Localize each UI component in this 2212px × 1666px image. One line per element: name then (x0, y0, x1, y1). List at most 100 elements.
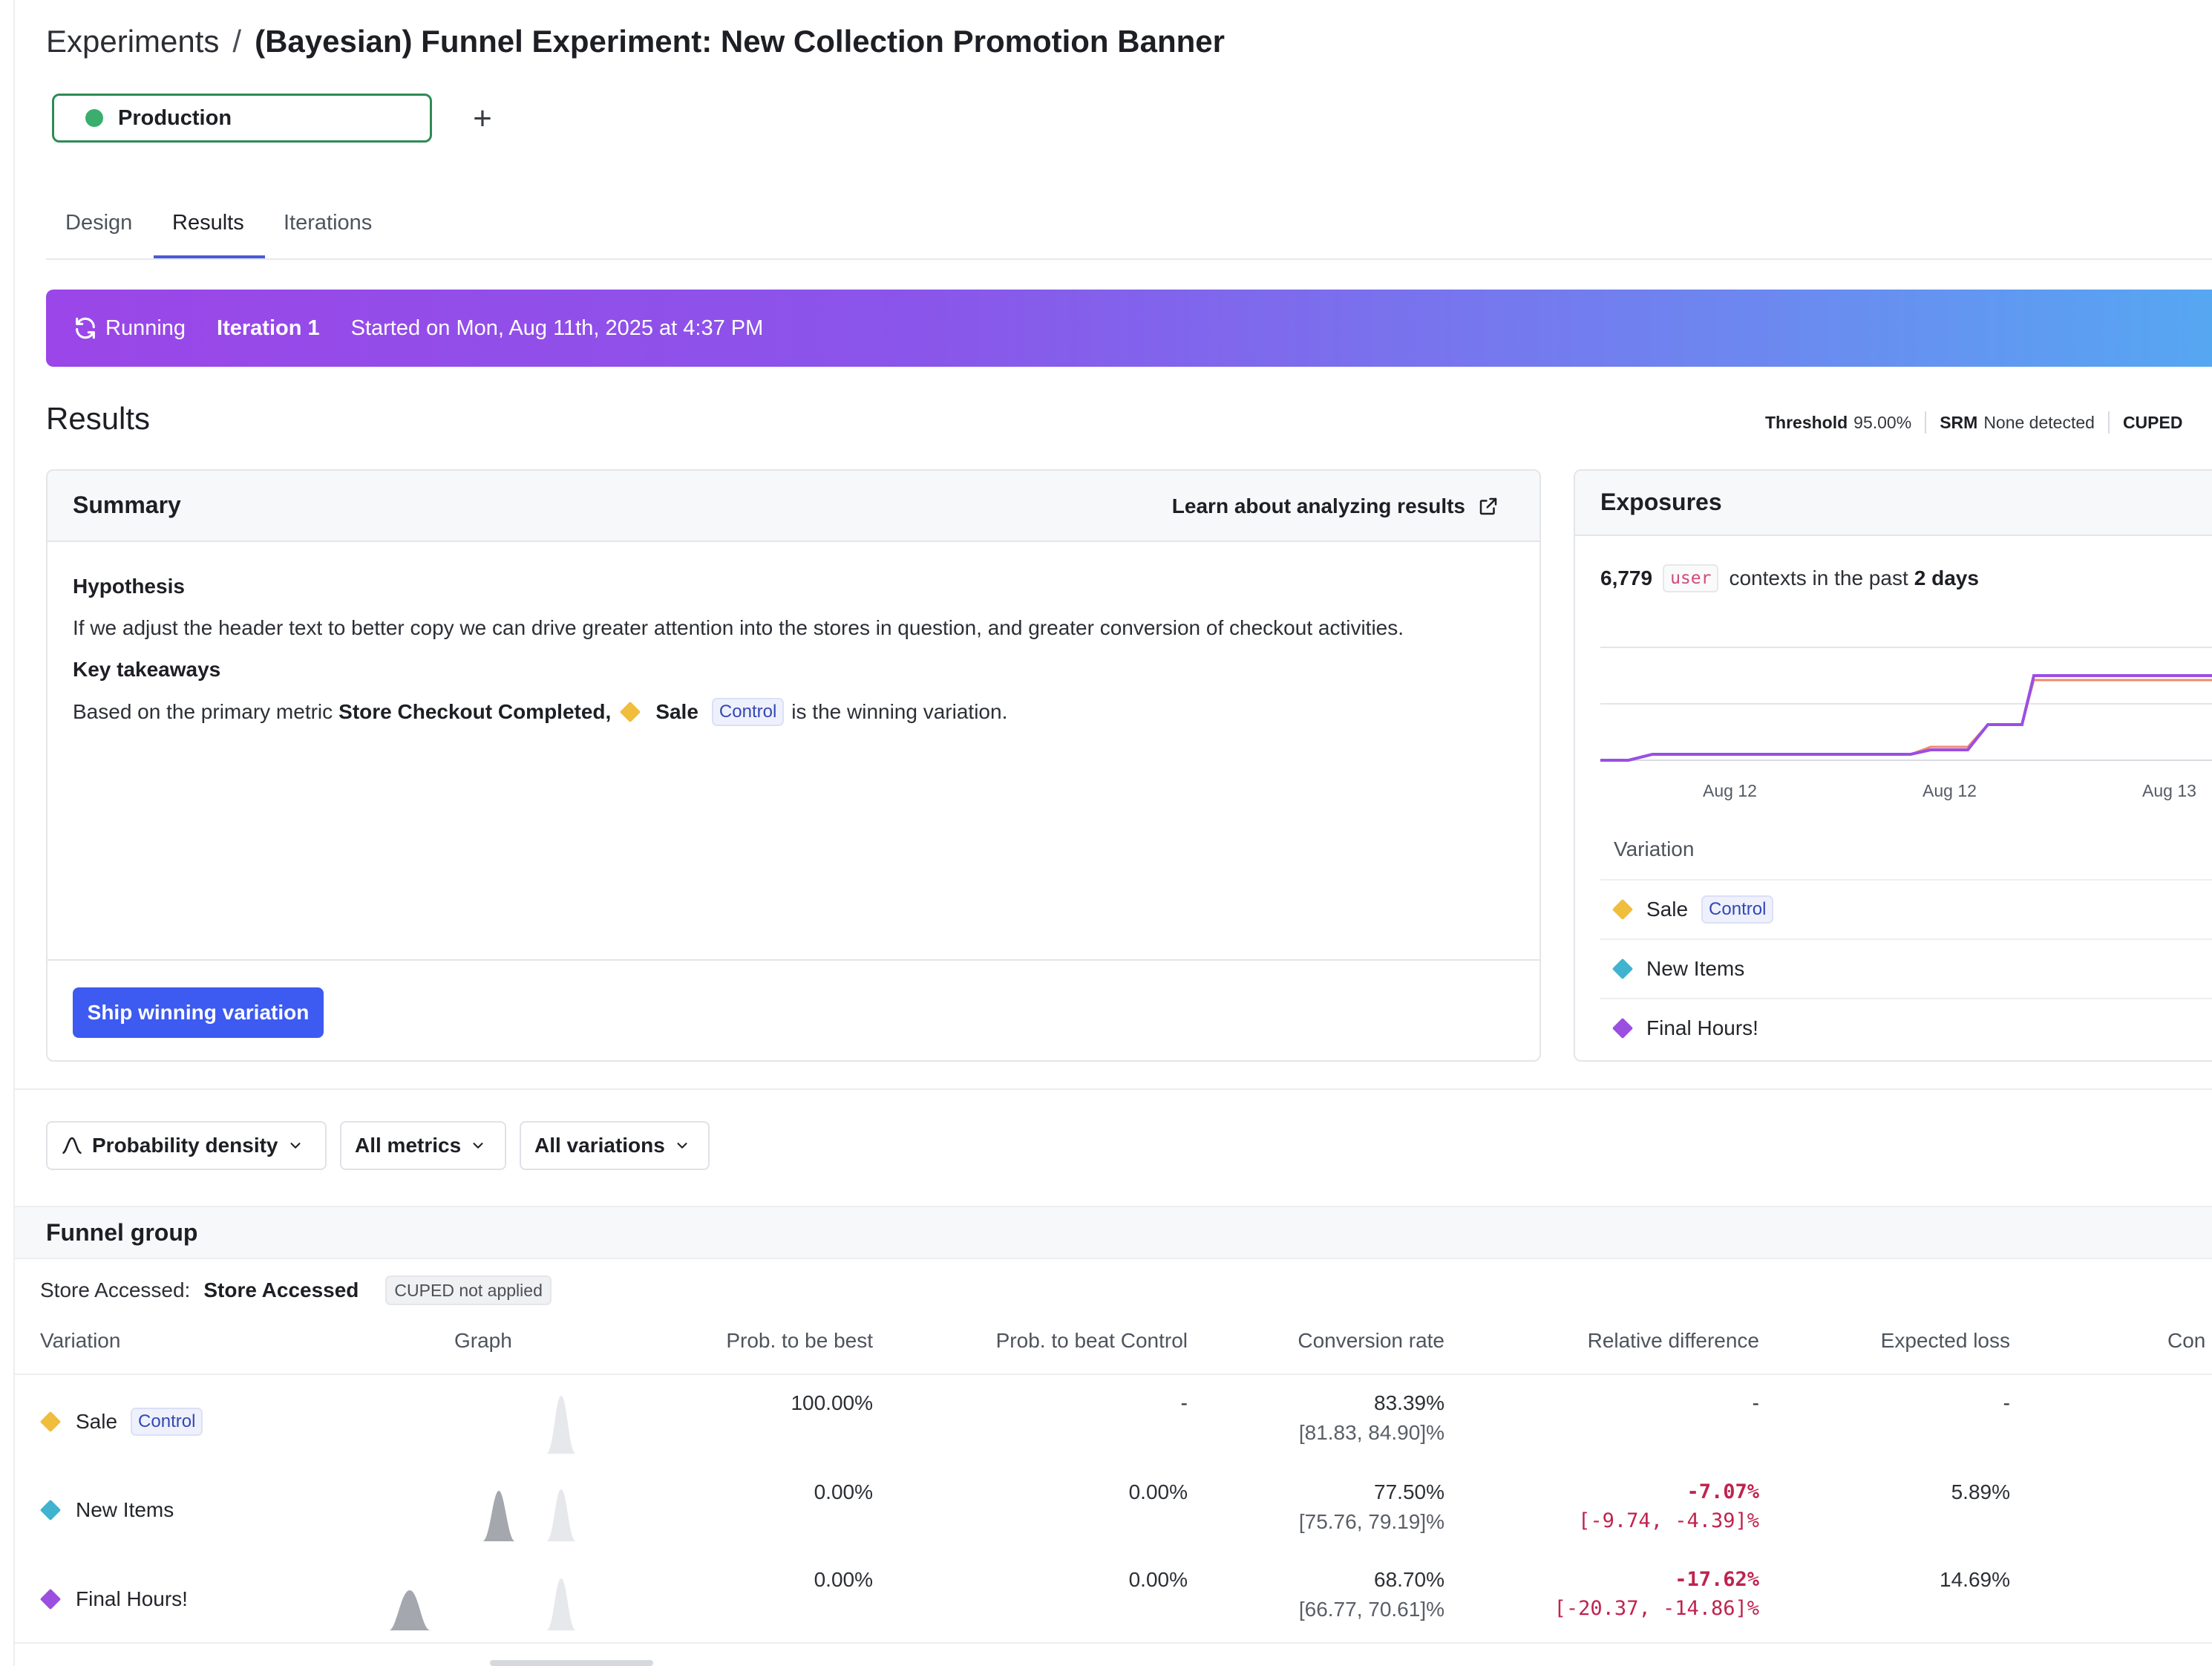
prob-best-cell: 0.00% (814, 1568, 873, 1591)
table-row: Sale Control 100.00% - 83.39% [81.83, 84… (15, 1376, 2212, 1466)
conversion-rate-cell: 83.39% [81.83, 84.90]% (1299, 1391, 1444, 1445)
table-row: Final Hours! 0.00% 0.00% 68.70% [66.77, … (15, 1555, 2212, 1644)
srm-label: SRM (1940, 412, 1978, 432)
page-title: (Bayesian) Funnel Experiment: New Collec… (255, 24, 1225, 59)
chevron-down-icon (677, 1143, 687, 1149)
takeaway-prefix: Based on the primary metric (73, 700, 333, 723)
conversion-rate-value: 83.39% (1374, 1391, 1444, 1414)
variation-density-curve (482, 1491, 515, 1541)
new-items-variation-icon (39, 1499, 62, 1521)
add-environment-button[interactable]: + (473, 100, 492, 137)
variation-cell: New Items (39, 1498, 174, 1522)
variations-filter-dropdown[interactable]: All variations (520, 1121, 710, 1170)
column-header-graph: Graph (454, 1329, 512, 1352)
context-kind-badge: user (1663, 564, 1719, 592)
tab-iterations[interactable]: Iterations (284, 211, 373, 235)
takeaway-metric: Store Checkout Completed, (338, 700, 612, 723)
external-link-icon (1479, 497, 1497, 515)
sale-variation-icon (620, 701, 641, 723)
srm-value: None detected (1983, 412, 2095, 432)
exposures-title: Exposures (1600, 489, 1722, 515)
chevron-down-icon (473, 1143, 483, 1149)
prob-best-cell: 0.00% (814, 1480, 873, 1503)
exposures-summary: 6,779 user contexts in the past 2 days (1600, 564, 1979, 592)
expected-loss-cell: - (2003, 1391, 2010, 1414)
sale-variation-icon (39, 1411, 62, 1433)
probability-density-graph (482, 1489, 576, 1541)
takeaway-line: Based on the primary metric Store Checko… (73, 698, 1517, 726)
variation-cell: Sale Control (39, 1408, 203, 1436)
column-header-prob-best: Prob. to be best (726, 1329, 873, 1352)
results-heading: Results (46, 401, 151, 436)
iteration-status-banner: Running Iteration 1 Started on Mon, Aug … (46, 290, 2212, 367)
conversion-rate-value: 68.70% (1374, 1568, 1444, 1591)
control-density-curve (546, 1396, 576, 1454)
conversion-rate-interval: [66.77, 70.61]% (1298, 1598, 1444, 1621)
column-header-prob-beat-control: Prob. to beat Control (995, 1329, 1188, 1352)
threshold-value: 95.00% (1853, 412, 1912, 432)
sale-variation-icon (1611, 898, 1634, 921)
final-hours-variation-icon (39, 1588, 62, 1610)
relative-difference-interval: [-20.37, -14.86]% (1554, 1597, 1759, 1620)
expected-loss-cell: 14.69% (1940, 1568, 2010, 1591)
relative-difference-cell: -7.07% [-9.74, -4.39]% (1578, 1480, 1759, 1532)
view-mode-dropdown[interactable]: Probability density (46, 1121, 327, 1170)
exposures-header: Exposures (1575, 471, 2212, 536)
takeaway-suffix: is the winning variation. (791, 700, 1008, 723)
funnel-group-title: Funnel group (46, 1219, 198, 1246)
exposure-line-secondary (1600, 679, 2212, 762)
view-mode-label: Probability density (92, 1134, 278, 1157)
prob-beat-control-cell: 0.00% (1128, 1480, 1188, 1503)
conversion-rate-cell: 68.70% [66.77, 70.61]% (1299, 1568, 1444, 1621)
metrics-filter-dropdown[interactable]: All metrics (340, 1121, 506, 1170)
horizontal-scrollbar[interactable] (490, 1660, 653, 1666)
column-header-truncated: Con (2167, 1329, 2206, 1352)
ship-winning-variation-button[interactable]: Ship winning variation (73, 987, 324, 1038)
relative-difference-interval: [-9.74, -4.39]% (1578, 1509, 1759, 1532)
probability-density-graph (546, 1396, 576, 1454)
variation-name: Sale (76, 1410, 118, 1433)
learn-analyzing-results-link[interactable]: Learn about analyzing results (1172, 494, 1499, 518)
threshold-label: Threshold (1765, 412, 1848, 432)
control-density-curve (546, 1578, 576, 1630)
exposures-card: Exposures 6,779 user contexts in the pas… (1574, 469, 2212, 1062)
conversion-rate-value: 77.50% (1374, 1480, 1444, 1503)
x-tick-label: Aug 12 (1923, 781, 1977, 800)
variation-column-heading: Variation (1614, 837, 1695, 860)
prob-beat-control-cell: 0.00% (1128, 1568, 1188, 1591)
takeaways-heading: Key takeaways (73, 658, 221, 681)
learn-link-label: Learn about analyzing results (1171, 494, 1465, 517)
new-items-variation-icon (1611, 958, 1634, 980)
hypothesis-heading: Hypothesis (73, 575, 185, 598)
tab-design[interactable]: Design (65, 211, 133, 235)
expected-loss-cell: 5.89% (1951, 1480, 2010, 1503)
column-header-expected-loss: Expected loss (1880, 1329, 2010, 1352)
meta-divider (2107, 411, 2110, 434)
breadcrumb-experiments-link[interactable]: Experiments (46, 24, 220, 59)
tab-results[interactable]: Results (172, 211, 244, 235)
metric-value: Store Accessed (203, 1278, 359, 1301)
exposure-variation-row: Sale Control (1600, 879, 2212, 938)
cuped-label: CUPED (2122, 412, 2183, 432)
prob-beat-control-cell: - (1180, 1391, 1188, 1414)
takeaway-variation: Sale (655, 700, 698, 723)
exposures-chart (1600, 647, 2212, 762)
final-hours-variation-icon (1611, 1017, 1634, 1039)
environment-selector[interactable]: Production (52, 94, 432, 143)
exposure-period: 2 days (1914, 566, 1979, 589)
control-density-curve (546, 1489, 576, 1541)
density-curve-icon (62, 1137, 82, 1154)
sidebar-edge (13, 0, 15, 1666)
conversion-rate-interval: [75.76, 79.19]% (1298, 1510, 1444, 1533)
probability-density-graph (389, 1578, 576, 1630)
variation-cell: Final Hours! (39, 1587, 188, 1611)
exposure-variation-row: New Items (1600, 938, 2212, 998)
cuped-status-badge: CUPED not applied (385, 1275, 552, 1305)
metrics-filter-label: All metrics (355, 1134, 462, 1157)
column-header-relative-difference: Relative difference (1587, 1329, 1759, 1352)
relative-difference-value: -7.07% (1686, 1480, 1759, 1503)
relative-difference-value: -17.62% (1675, 1568, 1759, 1591)
summary-header: Summary Learn about analyzing results (48, 471, 1539, 542)
column-header-conversion-rate: Conversion rate (1298, 1329, 1444, 1352)
x-tick-label: Aug 13 (2142, 781, 2196, 800)
